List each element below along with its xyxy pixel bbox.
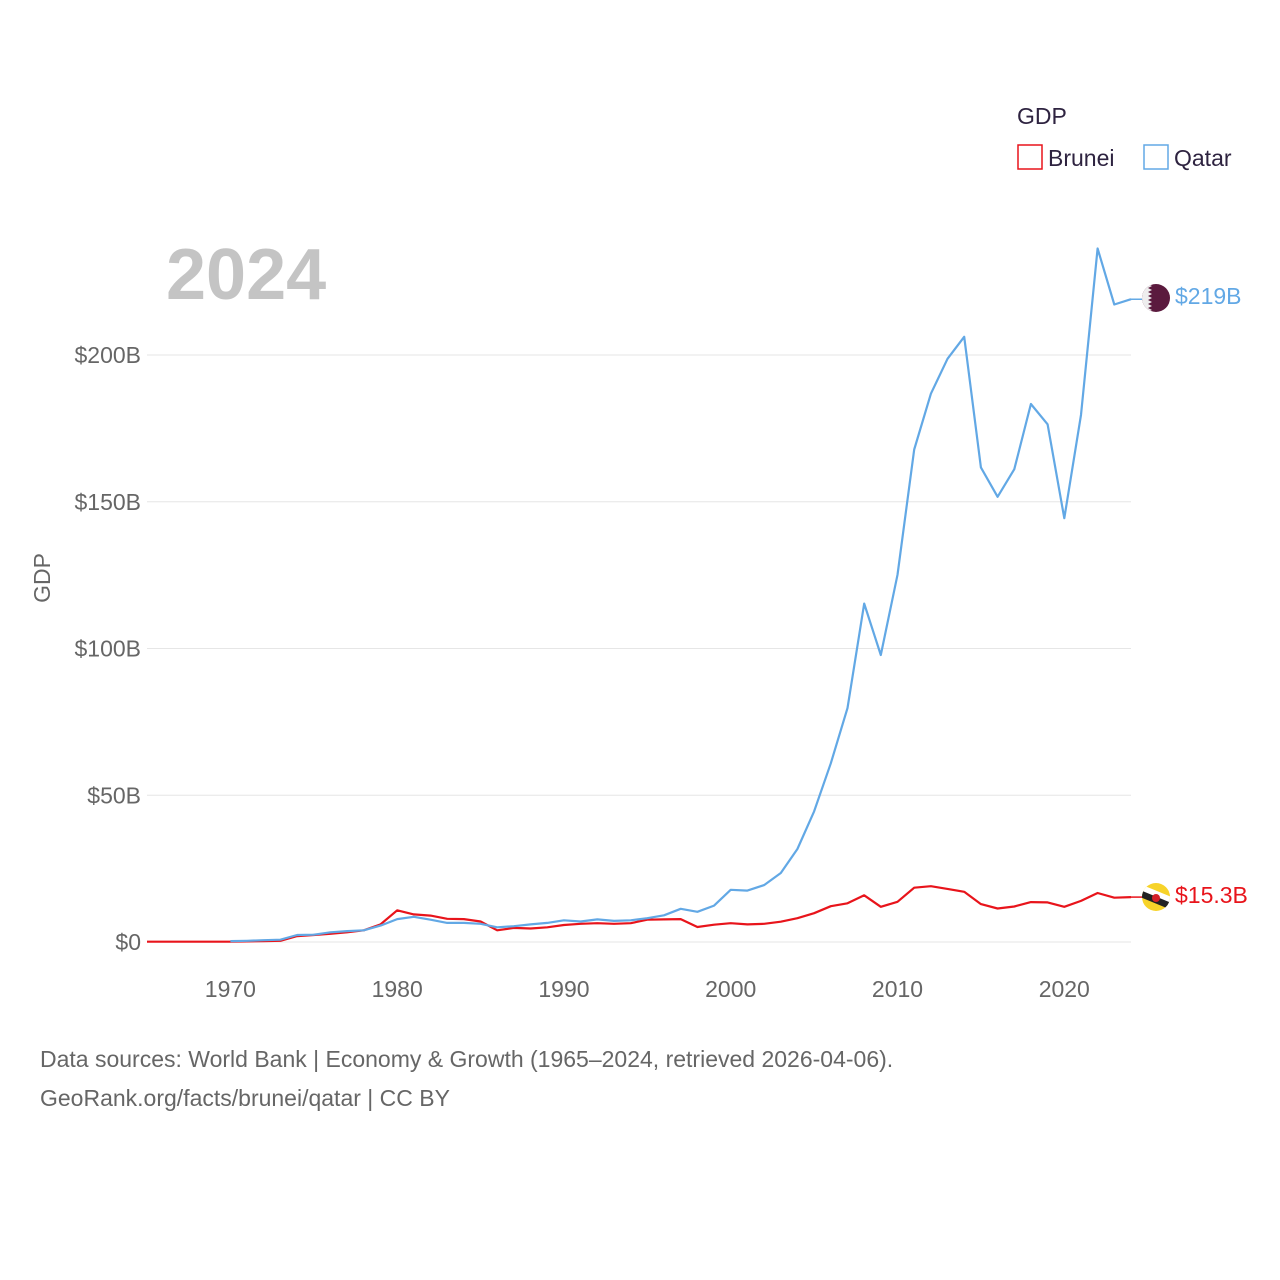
y-tick-label: $0 bbox=[115, 929, 141, 955]
legend: GDP Brunei Qatar bbox=[1017, 103, 1232, 171]
y-tick-label: $50B bbox=[87, 782, 141, 808]
x-tick-label: 2000 bbox=[705, 976, 756, 1002]
qatar-flag-icon bbox=[1142, 284, 1170, 312]
data-sources-note: Data sources: World Bank | Economy & Gro… bbox=[40, 1046, 894, 1072]
x-tick-label: 1990 bbox=[538, 976, 589, 1002]
y-tick-label: $200B bbox=[74, 342, 141, 368]
brunei-flag-icon bbox=[1142, 883, 1170, 911]
x-tick-label: 1980 bbox=[372, 976, 423, 1002]
legend-item-brunei[interactable]: Brunei bbox=[1017, 144, 1114, 171]
legend-swatch-brunei bbox=[1017, 144, 1043, 170]
legend-label-qatar: Qatar bbox=[1174, 145, 1232, 171]
footer: Data sources: World Bank | Economy & Gro… bbox=[40, 1040, 893, 1118]
x-tick-label: 1970 bbox=[205, 976, 256, 1002]
x-tick-label: 2020 bbox=[1039, 976, 1090, 1002]
qatar-end-label: $219B bbox=[1175, 283, 1242, 309]
x-tick-label: 2010 bbox=[872, 976, 923, 1002]
legend-title: GDP bbox=[1017, 103, 1067, 129]
legend-label-brunei: Brunei bbox=[1048, 145, 1114, 171]
legend-item-qatar[interactable]: Qatar bbox=[1143, 144, 1232, 171]
series-line-brunei[interactable] bbox=[147, 885, 1132, 943]
y-axis-title: GDP bbox=[29, 553, 55, 603]
y-tick-label: $150B bbox=[74, 489, 141, 515]
legend-swatch-qatar bbox=[1143, 144, 1169, 170]
y-tick-label: $100B bbox=[74, 636, 141, 662]
series-line-qatar[interactable] bbox=[230, 247, 1132, 943]
attribution-link[interactable]: GeoRank.org/facts/brunei/qatar | CC BY bbox=[40, 1085, 450, 1111]
brunei-end-label: $15.3B bbox=[1175, 882, 1248, 908]
year-label: 2024 bbox=[166, 235, 326, 315]
